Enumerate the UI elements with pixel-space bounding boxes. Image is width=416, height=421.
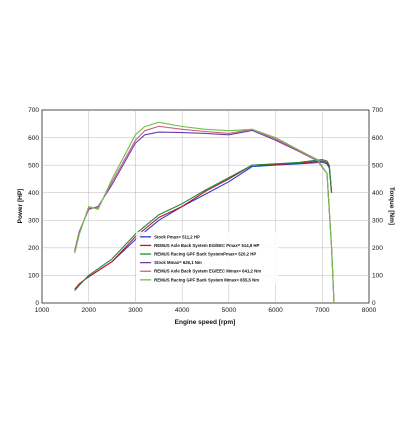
- grid: [42, 110, 369, 303]
- x-tick-label: 8000: [362, 307, 377, 314]
- y-tick-label-left: 500: [28, 162, 39, 169]
- y-tick-label-right: 700: [372, 107, 383, 114]
- legend-label: REMUS Racing GPF Back SystemPmax= 520,2 …: [154, 252, 256, 257]
- y-tick-label-left: 400: [28, 190, 39, 197]
- x-tick-label: 7000: [315, 307, 330, 314]
- legend-label: REMUS Axle Back System EG/EEC Mmax= 641,…: [154, 269, 261, 274]
- y-tick-label-left: 0: [35, 300, 39, 307]
- legend-label: REMUS Axle Back System EG/EEC Pmax= 514,…: [154, 243, 259, 248]
- x-axis-title: Engine speed [rpm]: [175, 319, 236, 326]
- y-tick-label-left: 100: [28, 273, 39, 280]
- x-tick-label: 3000: [128, 307, 143, 314]
- y-tick-label-right: 0: [372, 300, 376, 307]
- y-tick-label-right: 100: [372, 273, 383, 280]
- y-tick-label-left: 200: [28, 245, 39, 252]
- x-tick-label: 6000: [268, 307, 283, 314]
- y-tick-label-left: 600: [28, 135, 39, 142]
- legend-label: REMUS Racing GPF Back System Mmax= 655,5…: [154, 277, 259, 282]
- y-tick-label-right: 600: [372, 135, 383, 142]
- y-tick-label-left: 300: [28, 217, 39, 224]
- y-axis-title-right: Torque [Nm]: [388, 187, 395, 225]
- x-tick-label: 1000: [35, 307, 50, 314]
- y-tick-label-right: 200: [372, 245, 383, 252]
- y-tick-label-right: 500: [372, 162, 383, 169]
- x-tick-label: 2000: [81, 307, 96, 314]
- y-tick-label-right: 300: [372, 217, 383, 224]
- series-line-power-1: [74, 160, 333, 290]
- series-line-torque-4: [74, 125, 335, 304]
- x-tick-label: 5000: [222, 307, 237, 314]
- x-tick-label: 4000: [175, 307, 190, 314]
- y-axis-title-left: Power [HP]: [17, 189, 24, 224]
- y-tick-label-left: 700: [28, 107, 39, 114]
- legend-label: Stock Mmax= 626,1 Nm: [154, 260, 202, 265]
- series-line-torque-5: [74, 121, 335, 304]
- legend: Stock Pmax= 511,2 HP REMUS Axle Back Syst…: [136, 231, 279, 284]
- y-tick-label-right: 400: [372, 190, 383, 197]
- legend-label: Stock Pmax= 511,2 HP: [154, 234, 200, 239]
- legend-box: [136, 231, 279, 284]
- series-line-power-2: [74, 159, 333, 291]
